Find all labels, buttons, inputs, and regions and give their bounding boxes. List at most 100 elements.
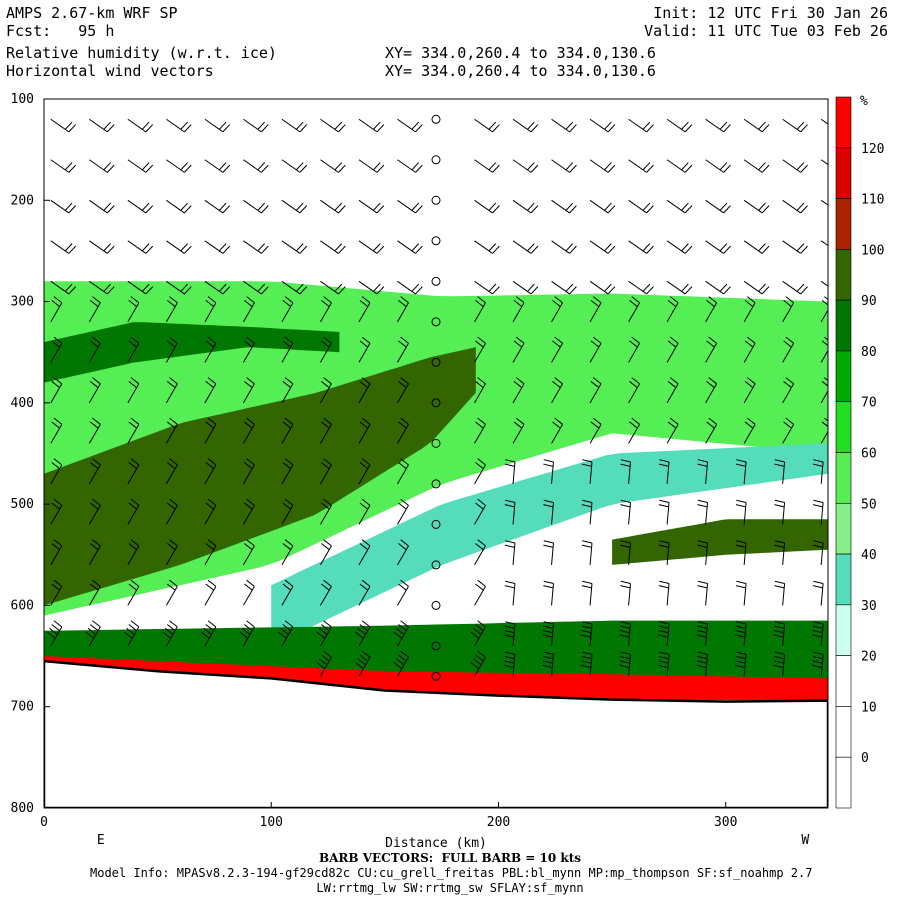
wind-barb — [204, 118, 231, 133]
wind-barb — [543, 499, 554, 525]
wind-barb — [512, 280, 539, 295]
wind-barb — [474, 336, 486, 363]
wind-barb — [397, 296, 409, 323]
wind-barb — [358, 579, 371, 606]
wind-barb — [397, 539, 409, 566]
xy-range-1: XY= 334.0,260.4 to 334.0,130.6 — [385, 44, 656, 62]
wind-barb — [243, 159, 269, 173]
wind-barb — [243, 199, 269, 214]
colorbar-label: 110 — [861, 193, 884, 208]
wind-barb — [127, 539, 140, 566]
wind-barb — [166, 159, 192, 173]
calm-wind-marker — [431, 276, 441, 286]
calm-wind-marker — [431, 479, 441, 489]
wind-barb — [320, 336, 332, 363]
wind-barb — [204, 159, 231, 173]
wind-barb — [358, 377, 371, 404]
valid-time: Valid: 11 UTC Tue 03 Feb 26 — [644, 22, 888, 40]
wind-barb — [504, 540, 516, 565]
y-tick-label: 100 — [11, 92, 34, 107]
wind-barb — [165, 417, 178, 444]
wind-barb — [127, 118, 154, 133]
wind-barb — [589, 377, 602, 404]
wind-barb — [127, 159, 154, 173]
wind-barb — [88, 498, 101, 525]
rh-region-6 — [44, 656, 828, 701]
x-axis-label: Distance (km) — [385, 836, 487, 851]
wind-barb — [666, 336, 679, 363]
wind-barb — [820, 199, 828, 206]
wind-barb — [581, 540, 593, 565]
wind-barb — [551, 280, 577, 295]
wind-barb — [820, 240, 828, 247]
wind-barb — [658, 651, 670, 677]
wind-barb — [320, 280, 346, 295]
wind-barb — [127, 579, 140, 606]
wind-barb — [697, 580, 709, 606]
wind-barb — [165, 498, 178, 525]
wind-barb — [242, 579, 255, 606]
wind-barb — [812, 651, 824, 677]
wind-barb — [358, 199, 385, 214]
wind-barb — [397, 280, 423, 295]
wind-barb — [204, 296, 217, 323]
colorbar-label: 20 — [861, 650, 877, 665]
wind-barb — [620, 499, 632, 525]
wind-barb — [628, 417, 641, 444]
wind-barb — [820, 417, 828, 444]
wind-barb — [697, 459, 709, 484]
wind-barb — [512, 199, 539, 214]
wind-barb — [165, 579, 178, 606]
calm-wind-marker — [431, 357, 441, 367]
wind-barb — [320, 579, 332, 606]
wind-barb — [620, 580, 632, 606]
wind-barb — [782, 199, 808, 214]
wind-barb — [88, 417, 101, 444]
wind-barb — [355, 650, 371, 677]
wind-barb — [358, 118, 385, 133]
wind-barb — [812, 499, 824, 525]
wind-barb — [281, 159, 308, 173]
colorbar-swatch — [835, 452, 852, 504]
wind-barb — [589, 280, 616, 295]
wind-barb — [166, 199, 192, 214]
wind-barb — [666, 417, 679, 444]
wind-barb — [50, 539, 63, 566]
wind-barb — [696, 621, 709, 646]
colorbar-label: 10 — [861, 700, 877, 715]
wind-barb — [281, 336, 294, 363]
model-title: AMPS 2.67-km WRF SP — [6, 4, 178, 22]
wind-barb — [551, 199, 577, 214]
xy-range-2: XY= 334.0,260.4 to 334.0,130.6 — [385, 62, 656, 80]
wind-barb — [820, 118, 828, 125]
wind-barb — [551, 240, 577, 254]
colorbar-swatch — [835, 756, 852, 809]
wind-barb — [735, 621, 747, 646]
wind-barb — [243, 118, 269, 133]
colorbar-label: 80 — [861, 345, 877, 360]
wind-barb — [397, 377, 409, 404]
rh-region-2 — [44, 347, 476, 606]
field-name-2: Horizontal wind vectors — [6, 62, 214, 80]
wind-barb — [165, 296, 178, 323]
wind-barb — [50, 199, 77, 214]
calm-wind-marker — [431, 155, 441, 165]
wind-barb — [620, 459, 632, 484]
wind-barb — [782, 336, 795, 363]
wind-barb — [773, 651, 786, 677]
wind-barb — [512, 336, 525, 363]
wind-barb — [204, 539, 217, 566]
wind-barb — [812, 540, 824, 565]
model-info-2: LW:rrtmg_lw SW:rrtmg_sw SFLAY:sf_mynn — [316, 881, 584, 895]
x-end-label-east: E — [97, 833, 105, 848]
wind-barb — [320, 458, 332, 485]
wind-barb — [320, 296, 332, 323]
y-tick-label: 500 — [11, 497, 34, 512]
wind-barb — [474, 539, 486, 566]
calm-wind-marker — [431, 519, 441, 529]
wind-barb — [281, 240, 308, 254]
wind-barb — [474, 159, 500, 173]
wind-barb — [658, 540, 670, 565]
wind-barb — [666, 199, 693, 214]
wind-barb — [705, 240, 731, 254]
